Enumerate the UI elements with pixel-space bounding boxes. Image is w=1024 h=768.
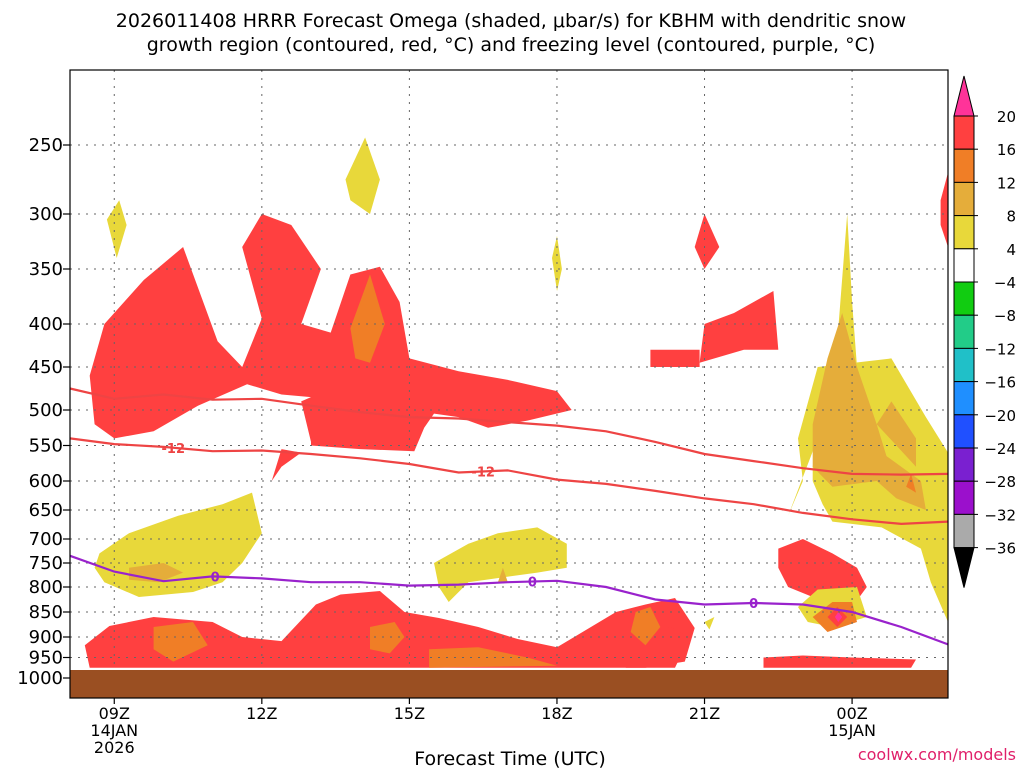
y-tick-label-350: 350 [29, 259, 63, 280]
y-tick-label-850: 850 [29, 602, 63, 623]
x-tick-label-15Z: 15Z [394, 704, 425, 723]
teal-lower-blob2 [153, 622, 208, 662]
plot-area: -12 -12 0 0 0 [69, 69, 949, 699]
magenta-core [834, 612, 843, 622]
x-tick-sublabel-09Z: 14JAN [90, 721, 138, 740]
contour-freezing-level [69, 554, 949, 646]
colorbar-label-2: 12 [997, 174, 1016, 192]
yellow-blip-14z [345, 137, 380, 214]
colorbar-label-13: −36 [984, 540, 1016, 558]
contour-label-freezing-level-1: 0 [528, 575, 537, 590]
colorbar-label-11: −28 [984, 473, 1016, 491]
ground-surface [70, 670, 948, 698]
orange-right-lobe2 [876, 401, 916, 467]
watermark: coolwx.com/models [858, 745, 1016, 764]
contour-label-dendritic-lower-0: -12 [162, 442, 186, 457]
colorbar-swatch-10 [953, 414, 975, 449]
y-tick-label-650: 650 [29, 500, 63, 521]
yellow-dot-21z [704, 617, 715, 630]
y-tick-label-250: 250 [29, 135, 63, 156]
colorbar-label-9: −20 [984, 407, 1016, 425]
contour-label-dendritic-lower-1: -12 [471, 465, 495, 480]
colorbar-swatch-3 [953, 181, 975, 217]
colorbar-swatch-5 [953, 248, 975, 283]
y-tick-label-500: 500 [29, 400, 63, 421]
y-tick-label-750: 750 [29, 553, 63, 574]
green-box-20z [650, 349, 700, 367]
contour-label-freezing-level-0: 0 [211, 571, 220, 586]
green-step-21z [699, 291, 779, 363]
x-tick-label-21Z: 21Z [689, 704, 720, 723]
y-tick-label-300: 300 [29, 204, 63, 225]
x-tick-year-09Z: 2026 [94, 738, 135, 757]
y-tick-label-950: 950 [29, 648, 63, 669]
y-tick-label-800: 800 [29, 577, 63, 598]
colorbar-label-7: −12 [984, 340, 1016, 358]
chart-title-line2: growth region (contoured, red, °C) and f… [147, 34, 876, 56]
green-upper-mass [89, 214, 572, 452]
x-tick-sublabel-00Z: 15JAN [828, 721, 876, 740]
colorbar-label-3: 8 [1006, 208, 1016, 226]
colorbar-bottom-triangle [953, 547, 975, 588]
y-tick-label-700: 700 [29, 529, 63, 550]
y-tick-label-550: 550 [29, 436, 63, 457]
colorbar-swatch-2 [953, 148, 975, 183]
colorbar-label-5: −4 [994, 274, 1016, 292]
green-edge-right [940, 172, 948, 247]
green-bottom-right [763, 655, 916, 668]
y-tick-label-400: 400 [29, 314, 63, 335]
colorbar-swatch-1 [953, 115, 975, 150]
orange-mid-dot [497, 567, 508, 583]
y-tick-label-450: 450 [29, 357, 63, 378]
teal-lower-strip [429, 647, 557, 668]
colorbar-swatch-13 [953, 513, 975, 549]
y-tick-label-900: 900 [29, 627, 63, 648]
colorbar-swatch-4 [953, 215, 975, 250]
colorbar-swatch-9 [953, 381, 975, 416]
colorbar-swatch-7 [953, 314, 975, 349]
colorbar-label-10: −24 [984, 440, 1016, 458]
x-axis-label: Forecast Time (UTC) [414, 748, 605, 768]
contour-label-freezing-level-2: 0 [749, 597, 758, 612]
colorbar-label-8: −16 [984, 374, 1016, 392]
teal-upper-blob [350, 274, 385, 363]
contour-dendritic-upper [69, 387, 949, 476]
colorbar-label-0: 20 [997, 108, 1016, 126]
chart-title-line1: 2026011408 HRRR Forecast Omega (shaded, … [116, 10, 906, 32]
x-tick-label-18Z: 18Z [541, 704, 572, 723]
colorbar-swatch-8 [953, 347, 975, 383]
orange-right-lobe [812, 313, 926, 510]
grid-lines [70, 70, 948, 698]
colorbar-label-1: 16 [997, 141, 1016, 159]
colorbar-swatch-6 [953, 281, 975, 316]
colorbar-label-12: −32 [984, 506, 1016, 524]
plot-frame [69, 69, 949, 699]
x-tick-label-00Z: 00Z [836, 704, 867, 723]
x-tick-label-12Z: 12Z [246, 704, 277, 723]
green-blip-21z [694, 214, 720, 269]
darkorange-right-dot [906, 473, 916, 493]
colorbar-label-4: 4 [1006, 241, 1016, 259]
y-tick-label-1000: 1000 [17, 668, 63, 689]
contour-dendritic-lower [69, 437, 949, 526]
colorbar-top-triangle [953, 75, 975, 117]
teal-lower-blob1 [370, 622, 405, 654]
colorbar: 20 16 12 8 4 −4 −8 −12 −16 −20 −24 −28 −32 −36 [953, 75, 1016, 588]
y-tick-label-600: 600 [29, 471, 63, 492]
colorbar-swatch-11 [953, 447, 975, 482]
teal-lower-blob3 [630, 607, 661, 646]
x-tick-label-09Z: 09Z [99, 704, 130, 723]
colorbar-label-6: −8 [994, 307, 1016, 325]
colorbar-swatch-12 [953, 480, 975, 515]
yellow-blip-09z [106, 200, 127, 258]
green-sliver [271, 449, 302, 481]
y-axis: 250 300 350 400 450 500 550 600 650 700 750 800 850 9… [17, 135, 70, 689]
contour-lines: -12 -12 0 0 0 [69, 387, 949, 646]
